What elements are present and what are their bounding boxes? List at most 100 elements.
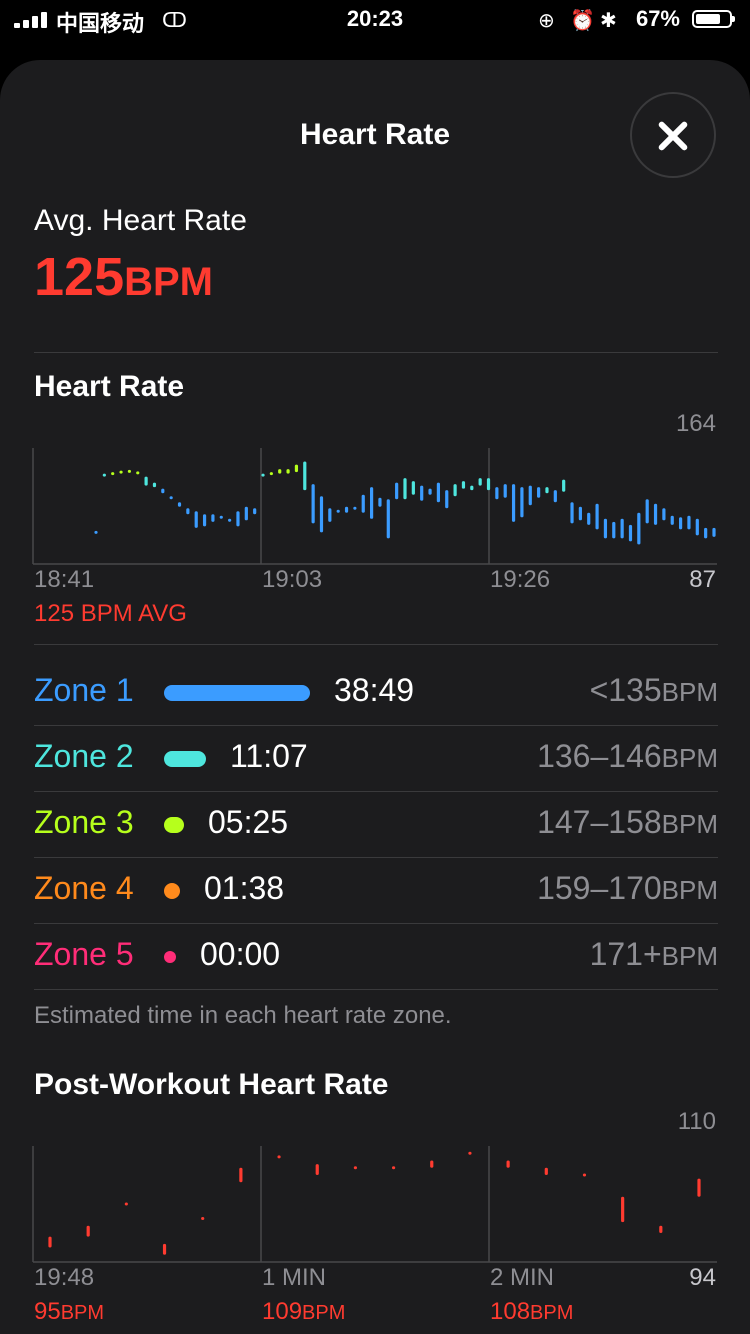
chart-range-bar: [336, 509, 340, 513]
chart-range-bar: [369, 487, 374, 519]
chart-range-bar: [111, 472, 115, 476]
chart-range-bar: [420, 485, 424, 501]
chart-range-bar: [102, 473, 106, 477]
chart-range-bar: [177, 502, 182, 507]
zone-range: <135BPM: [590, 672, 718, 709]
zone-name: Zone 4: [34, 870, 134, 906]
chart-range-bar: [378, 497, 382, 507]
zone-range: 171+BPM: [590, 936, 718, 973]
divider: [34, 644, 718, 645]
post-workout-section-title: Post-Workout Heart Rate: [34, 1068, 389, 1101]
chart-range-bar: [228, 518, 232, 522]
zone-time: 11:07: [230, 738, 308, 774]
chart-range-bar: [587, 512, 591, 525]
zone-name: Zone 2: [34, 738, 134, 774]
chart-range-bar: [311, 484, 315, 524]
chart-range-bar: [503, 484, 507, 498]
chart-range-bar: [570, 502, 574, 524]
zone-time: 05:25: [208, 804, 289, 840]
chart-range-bar: [253, 508, 257, 515]
chart-range-bar: [411, 481, 415, 495]
chart-range-bar: [219, 515, 223, 519]
heart-rate-sheet: Heart Rate Avg. Heart Rate 125BPM Heart …: [0, 60, 750, 1334]
zone-bar: [164, 883, 180, 899]
status-bar: 中国移动 ↀ 20:23 ⊕ ⏰ ✱ 67%: [0, 0, 750, 40]
chart-range-bar: [261, 473, 265, 477]
chart-range-bar: [236, 511, 240, 527]
zone-row-3: Zone 3 05:25 147–158BPM: [34, 792, 718, 858]
chart-range-bar: [361, 494, 365, 513]
chart-range-bar: [511, 484, 516, 522]
chart-range-bar: [319, 496, 324, 533]
post-workout-chart-svg: [32, 1146, 717, 1263]
zones-note: Estimated time in each heart rate zone.: [34, 1002, 452, 1029]
chart-range-bar: [637, 512, 641, 545]
chart-range-bar: [286, 469, 290, 474]
post-chart-max-label: 110: [677, 1108, 716, 1135]
post-stat-value: 95: [34, 1298, 61, 1325]
chart-range-bar: [670, 515, 674, 525]
chart-range-bar: [86, 1225, 90, 1237]
chart-range-bar: [603, 518, 608, 539]
chart-range-bar: [152, 482, 157, 488]
post-stat: 108BPM: [490, 1298, 573, 1326]
chart-range-bar: [391, 1166, 396, 1170]
chart-range-bar: [119, 470, 123, 474]
orientation-lock-icon: ⊕: [538, 10, 555, 32]
chart-range-bar: [621, 1196, 625, 1223]
chart-range-bar: [428, 488, 432, 495]
chart-range-bar: [562, 479, 566, 492]
chart-range-bar: [136, 471, 140, 475]
chart-range-bar: [659, 1225, 663, 1233]
post-stat-unit: BPM: [530, 1302, 574, 1324]
chart-range-bar: [628, 524, 633, 542]
post-stat-unit: BPM: [60, 1302, 105, 1324]
alarm-icon: ⏰: [570, 10, 595, 32]
bluetooth-icon: ✱: [600, 10, 617, 32]
hr-avg-note: 125 BPM AVG: [34, 600, 187, 627]
zone-range-value: 136–146: [537, 738, 662, 774]
chart-range-bar: [620, 518, 624, 539]
battery-icon: [692, 10, 735, 28]
zone-range-value: 171+: [589, 936, 662, 972]
zone-bar: [164, 685, 310, 701]
zone-name: Zone 1: [34, 672, 134, 708]
signal-icon: [14, 12, 48, 28]
divider: [34, 857, 718, 858]
post-stat-value: 109: [262, 1298, 303, 1325]
post-stat-value: 108: [490, 1298, 531, 1325]
zone-bar: [164, 817, 184, 833]
divider: [34, 923, 718, 924]
chart-range-bar: [578, 506, 582, 521]
zone-time: 01:38: [204, 870, 285, 906]
avg-heart-rate-number: 125: [34, 247, 125, 307]
post-stat-unit: BPM: [302, 1302, 346, 1324]
zone-row-1: Zone 1 38:49 <135BPM: [34, 660, 718, 726]
post-stat: 95BPM: [34, 1298, 104, 1326]
chart-range-bar: [436, 482, 441, 503]
hr-x-tick: 18:41: [34, 566, 95, 593]
chart-range-bar: [186, 508, 190, 515]
zone-row-5: Zone 5 00:00 171+BPM: [34, 924, 718, 990]
chart-range-bar: [124, 1202, 128, 1206]
chart-range-bar: [612, 521, 616, 539]
chart-range-bar: [269, 472, 273, 476]
chart-range-bar: [678, 517, 683, 530]
chart-range-bar: [315, 1164, 319, 1175]
chart-range-bar: [294, 464, 299, 473]
chart-range-bar: [687, 515, 691, 530]
chart-range-bar: [470, 485, 474, 491]
hr-chart-max-label: 164: [675, 410, 716, 437]
zone-range: 147–158BPM: [537, 804, 718, 841]
chart-range-bar: [545, 487, 549, 494]
chart-range-bar: [486, 478, 491, 491]
chart-range-bar: [506, 1160, 510, 1168]
post-x-tick: 19:48: [34, 1264, 95, 1291]
close-button[interactable]: [630, 92, 716, 178]
zone-range-unit: BPM: [661, 941, 718, 971]
zone-name: Zone 3: [34, 804, 134, 840]
chart-range-bar: [201, 1217, 205, 1220]
carrier-label: 中国移动: [56, 11, 145, 36]
zone-range-unit: BPM: [661, 809, 718, 839]
hr-chart-min-label: 87: [689, 566, 716, 593]
